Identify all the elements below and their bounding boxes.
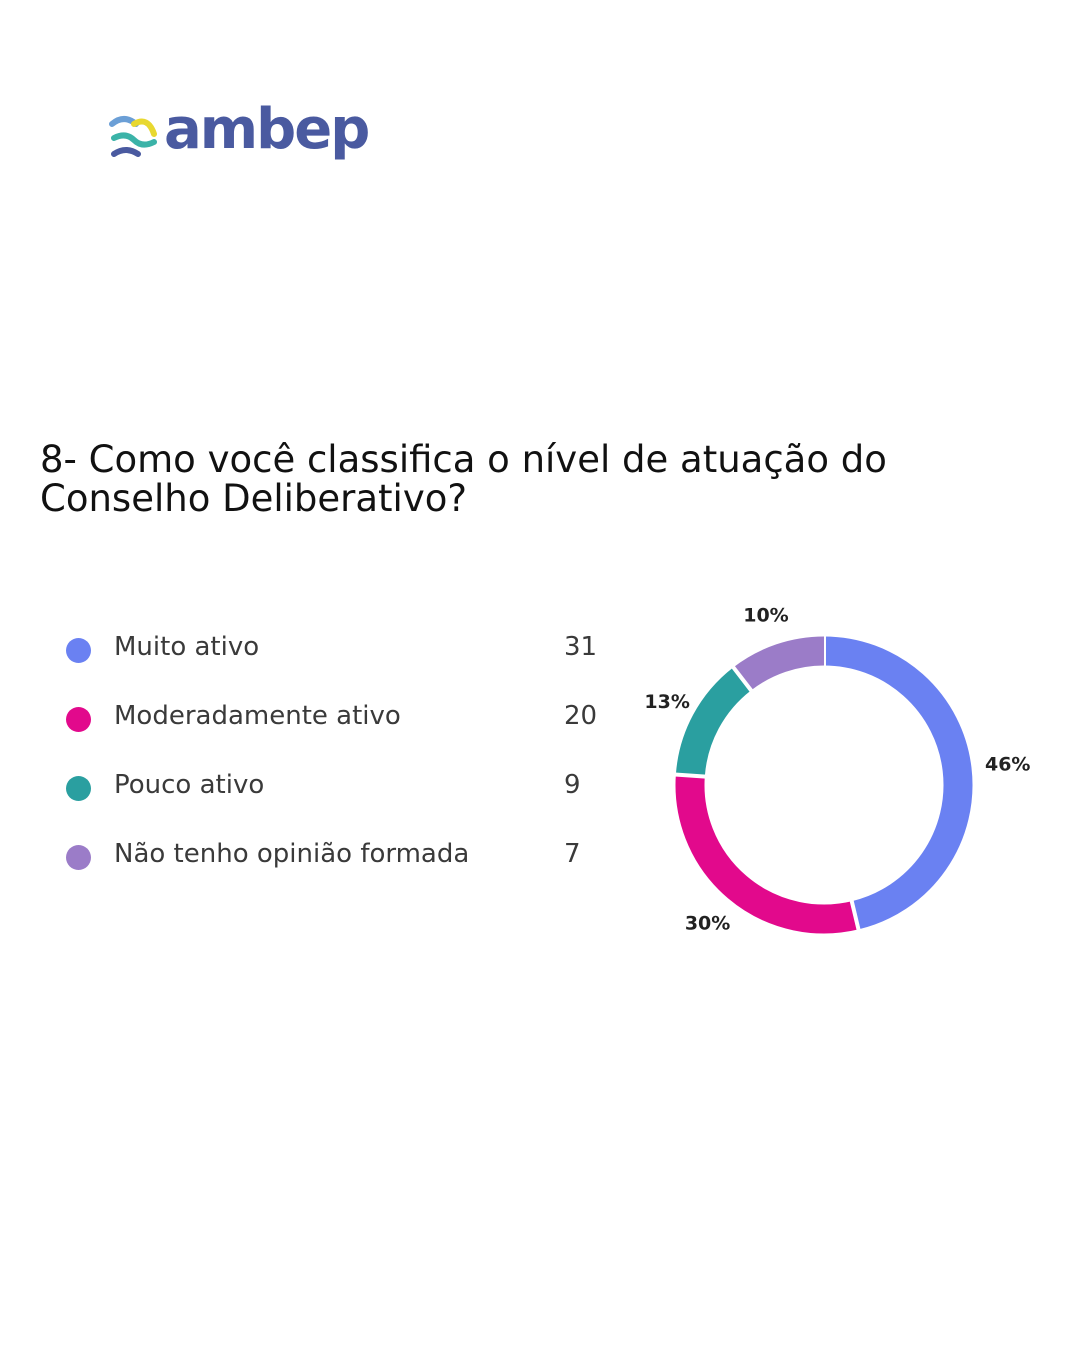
legend-item-muito-ativo: Muito ativo 31 xyxy=(66,624,626,693)
question-title: 8- Como você classifica o nível de atuaç… xyxy=(40,440,1040,518)
slice-separator xyxy=(849,899,861,931)
legend-label: Não tenho opinião formada xyxy=(114,839,470,869)
legend-label: Muito ativo xyxy=(114,632,260,662)
legend-value: 9 xyxy=(564,770,581,800)
data-label-nao-tenho-opiniao: 10% xyxy=(743,605,788,627)
question-line-1: 8- Como você classifica o nível de atuaç… xyxy=(40,438,887,481)
legend-value: 31 xyxy=(564,632,598,662)
donut-chart: 46% 30% 13% 10% xyxy=(644,605,1030,935)
legend-item-moderadamente-ativo: Moderadamente ativo 20 xyxy=(66,693,626,762)
donut-slice-moderadamente-ativo xyxy=(675,774,859,934)
logo-text: ambep xyxy=(164,97,370,162)
slice-separator xyxy=(731,665,754,693)
logo: ambep xyxy=(108,102,378,182)
legend-value: 20 xyxy=(564,701,598,731)
legend-label: Pouco ativo xyxy=(114,770,265,800)
donut-slice-nao-tenho-opiniao xyxy=(733,636,825,691)
legend-label: Moderadamente ativo xyxy=(114,701,401,731)
legend-item-pouco-ativo: Pouco ativo 9 xyxy=(66,762,626,831)
legend-swatch xyxy=(66,776,91,801)
legend-item-nao-tenho-opiniao: Não tenho opinião formada 7 xyxy=(66,831,626,900)
legend-swatch xyxy=(66,638,91,663)
donut-slice-pouco-ativo xyxy=(675,667,752,778)
logo-mark-icon xyxy=(109,116,157,157)
legend-value: 7 xyxy=(564,839,581,869)
slice-separator xyxy=(674,772,706,779)
data-label-pouco-ativo: 13% xyxy=(644,691,689,713)
donut-slice-muito-ativo xyxy=(823,636,973,930)
data-label-muito-ativo: 46% xyxy=(985,753,1030,775)
data-label-moderadamente-ativo: 30% xyxy=(685,912,730,934)
legend-swatch xyxy=(66,707,91,732)
question-line-2: Conselho Deliberativo? xyxy=(40,477,467,520)
legend-swatch xyxy=(66,845,91,870)
chart-legend: Muito ativo 31 Moderadamente ativo 20 Po… xyxy=(66,624,626,900)
